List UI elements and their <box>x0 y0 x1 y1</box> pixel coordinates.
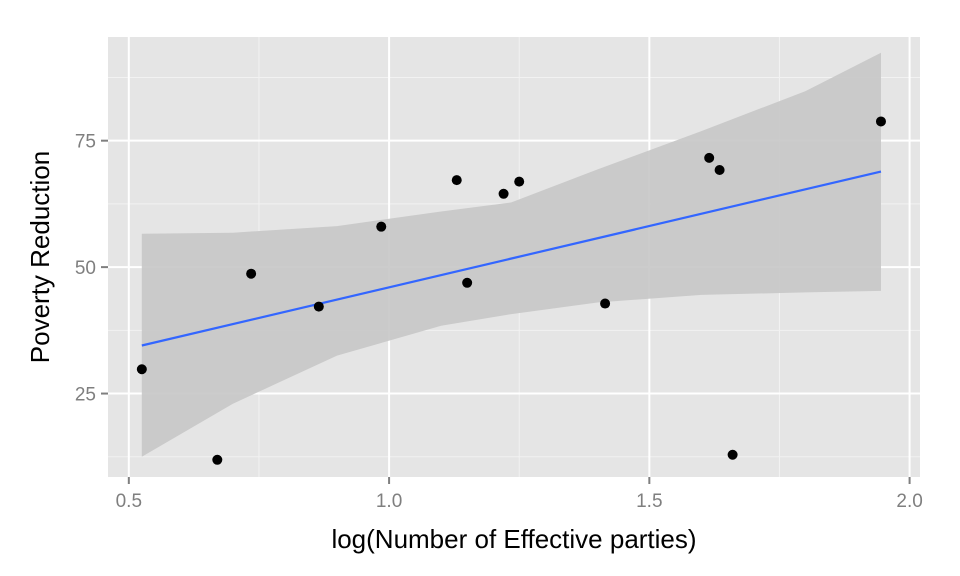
data-point <box>727 449 738 460</box>
x-axis: 0.5 1.0 1.5 2.0 <box>116 477 923 512</box>
x-axis-title: log(Number of Effective parties) <box>331 524 696 554</box>
data-points <box>136 116 886 465</box>
data-point <box>246 268 257 279</box>
y-tick-label: 25 <box>75 385 96 406</box>
data-point <box>498 188 509 199</box>
x-tick-label: 1.5 <box>636 491 662 512</box>
x-tick-label: 2.0 <box>896 491 922 512</box>
y-axis: 25 50 75 <box>75 132 108 406</box>
y-axis-title: Poverty Reduction <box>25 151 55 363</box>
data-point <box>462 277 473 288</box>
data-point <box>376 221 387 232</box>
data-point <box>875 116 886 127</box>
y-tick-label: 75 <box>75 132 96 153</box>
data-point <box>313 301 324 312</box>
data-point <box>704 152 715 163</box>
data-point <box>451 175 462 186</box>
y-tick-label: 50 <box>75 258 96 279</box>
data-point <box>714 165 725 176</box>
data-point <box>212 454 223 465</box>
regression-line <box>141 170 882 347</box>
x-tick-label: 0.5 <box>116 491 142 512</box>
x-tick-label: 1.0 <box>376 491 402 512</box>
data-point <box>514 176 525 187</box>
confidence-band <box>141 52 882 457</box>
data-point <box>136 364 147 375</box>
data-point <box>600 298 611 309</box>
